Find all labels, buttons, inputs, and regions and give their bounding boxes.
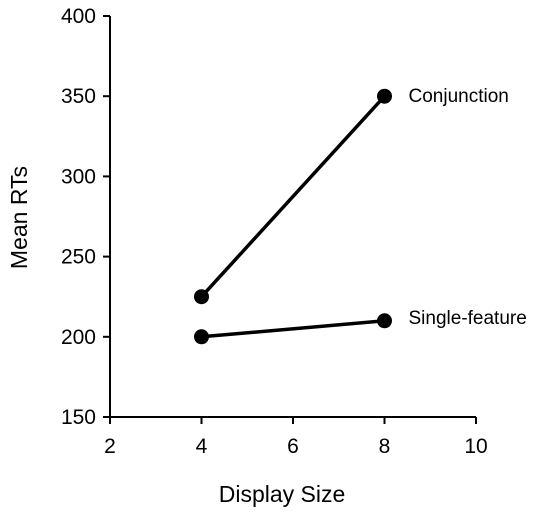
x-axis-title: Display Size	[219, 481, 346, 507]
y-axis-ticks: 150 200 250 300 350 400	[61, 5, 110, 429]
x-tick-label: 2	[104, 435, 116, 458]
y-tick-label: 150	[61, 406, 96, 429]
y-tick-label: 300	[61, 165, 96, 188]
y-tick-label: 350	[61, 85, 96, 108]
x-tick-label: 6	[287, 435, 299, 458]
x-tick-label: 10	[464, 435, 487, 458]
x-tick-label: 4	[196, 435, 208, 458]
series-label: Single-feature	[409, 308, 527, 329]
data-point	[377, 313, 392, 329]
y-axis-title: Mean RTs	[6, 166, 32, 269]
axes	[109, 16, 476, 418]
data-point	[194, 289, 209, 305]
y-tick-label: 200	[61, 326, 96, 349]
x-axis-ticks: 2 4 6 8 10	[104, 417, 488, 458]
series-conjunction: Conjunction	[194, 86, 509, 305]
x-tick-label: 8	[379, 435, 391, 458]
data-point	[194, 329, 209, 345]
series-line	[201, 319, 385, 339]
y-tick-label: 250	[61, 246, 96, 269]
series-layer: Conjunction Single-feature	[194, 86, 527, 345]
y-tick-label: 400	[61, 5, 96, 28]
data-point	[377, 88, 392, 104]
series-single-feature: Single-feature	[194, 308, 527, 345]
series-label: Conjunction	[409, 86, 509, 107]
series-line	[200, 95, 386, 298]
